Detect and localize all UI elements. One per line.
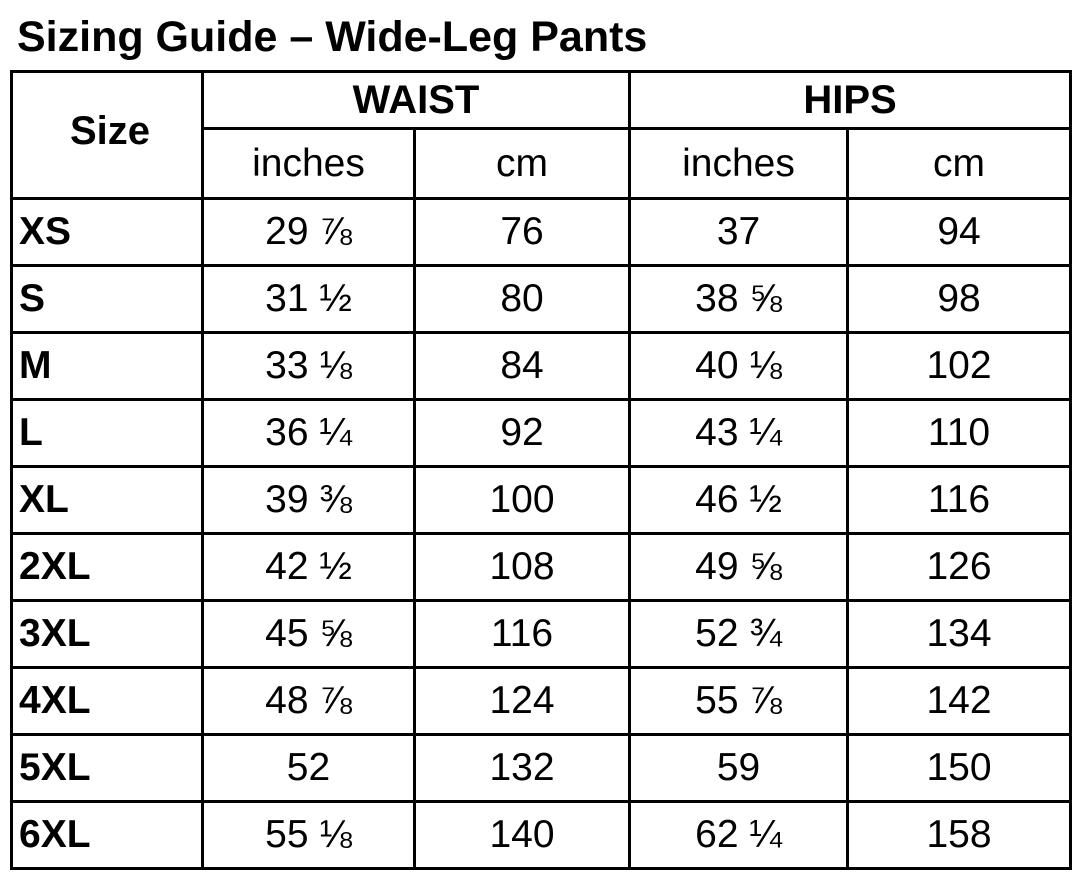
hips-cm-value: 150	[846, 733, 1073, 804]
size-label: M	[10, 331, 204, 402]
size-label: L	[10, 398, 204, 469]
table-row-m: M 33 ⅛ 84 40 ⅛ 102	[10, 331, 1073, 402]
table-row-5xl: 5XL 52 132 59 150	[10, 733, 1073, 804]
hips-cm-header: cm	[846, 127, 1073, 201]
hips-inches-value: 46 ½	[628, 465, 850, 536]
table-row-xs: XS 29 ⅞ 76 37 94	[10, 197, 1073, 268]
hips-cm-value: 110	[846, 398, 1073, 469]
size-label: XL	[10, 465, 204, 536]
hips-inches-value: 52 ¾	[628, 599, 850, 670]
waist-inches-value: 42 ½	[201, 532, 416, 603]
waist-inches-value: 48 ⅞	[201, 666, 416, 737]
size-label: 4XL	[10, 666, 204, 737]
size-label: S	[10, 264, 204, 335]
waist-cm-value: 80	[412, 264, 632, 335]
hips-cm-value: 98	[846, 264, 1073, 335]
hips-group-header: HIPS	[628, 70, 1073, 131]
waist-inches-value: 52	[201, 733, 416, 804]
hips-inches-header: inches	[628, 127, 850, 201]
table-row-4xl: 4XL 48 ⅞ 124 55 ⅞ 142	[10, 666, 1073, 737]
size-label: 5XL	[10, 733, 204, 804]
waist-cm-value: 140	[412, 800, 632, 871]
hips-inches-value: 38 ⅝	[628, 264, 850, 335]
waist-inches-value: 29 ⅞	[201, 197, 416, 268]
hips-cm-value: 116	[846, 465, 1073, 536]
waist-inches-value: 39 ⅜	[201, 465, 416, 536]
table-row-l: L 36 ¼ 92 43 ¼ 110	[10, 398, 1073, 469]
waist-cm-value: 116	[412, 599, 632, 670]
waist-cm-header: cm	[412, 127, 632, 201]
waist-inches-value: 31 ½	[201, 264, 416, 335]
hips-inches-value: 37	[628, 197, 850, 268]
hips-inches-value: 49 ⅝	[628, 532, 850, 603]
waist-cm-value: 132	[412, 733, 632, 804]
table-row-s: S 31 ½ 80 38 ⅝ 98	[10, 264, 1073, 335]
waist-inches-value: 45 ⅝	[201, 599, 416, 670]
waist-cm-value: 84	[412, 331, 632, 402]
hips-inches-value: 43 ¼	[628, 398, 850, 469]
waist-cm-value: 76	[412, 197, 632, 268]
waist-cm-value: 124	[412, 666, 632, 737]
table-row-xl: XL 39 ⅜ 100 46 ½ 116	[10, 465, 1073, 536]
page-title: Sizing Guide – Wide-Leg Pants	[17, 13, 648, 61]
hips-cm-value: 94	[846, 197, 1073, 268]
table-row-6xl: 6XL 55 ⅛ 140 62 ¼ 158	[10, 800, 1073, 871]
size-label: 2XL	[10, 532, 204, 603]
waist-cm-value: 108	[412, 532, 632, 603]
size-label: 6XL	[10, 800, 204, 871]
size-label: XS	[10, 197, 204, 268]
waist-cm-value: 92	[412, 398, 632, 469]
hips-cm-value: 142	[846, 666, 1073, 737]
hips-cm-value: 102	[846, 331, 1073, 402]
hips-inches-value: 40 ⅛	[628, 331, 850, 402]
table-row-2xl: 2XL 42 ½ 108 49 ⅝ 126	[10, 532, 1073, 603]
hips-inches-value: 62 ¼	[628, 800, 850, 871]
sizing-table: Size WAIST HIPS inches cm inches cm XS 2…	[10, 70, 1073, 871]
waist-inches-value: 33 ⅛	[201, 331, 416, 402]
waist-cm-value: 100	[412, 465, 632, 536]
size-label: 3XL	[10, 599, 204, 670]
waist-inches-value: 55 ⅛	[201, 800, 416, 871]
sub-header-row: inches cm inches cm	[12, 127, 1073, 201]
waist-group-header: WAIST	[200, 70, 632, 131]
sizing-table-body: XS 29 ⅞ 76 37 94 S 31 ½ 80 38 ⅝ 98 M 33 …	[10, 197, 1073, 871]
hips-cm-value: 158	[846, 800, 1073, 871]
hips-inches-value: 55 ⅞	[628, 666, 850, 737]
hips-inches-value: 59	[628, 733, 850, 804]
waist-inches-header: inches	[201, 127, 416, 201]
waist-inches-value: 36 ¼	[201, 398, 416, 469]
group-header-row: Size WAIST HIPS	[10, 70, 1073, 201]
table-row-3xl: 3XL 45 ⅝ 116 52 ¾ 134	[10, 599, 1073, 670]
hips-cm-value: 134	[846, 599, 1073, 670]
hips-cm-value: 126	[846, 532, 1073, 603]
size-column-header: Size	[10, 70, 204, 201]
